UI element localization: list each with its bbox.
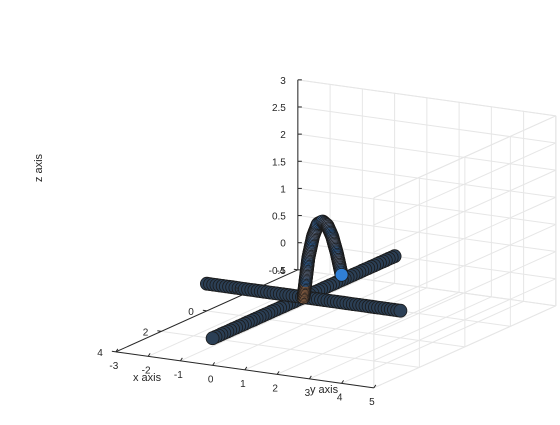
z-tick-label: 0.5 bbox=[272, 212, 286, 223]
y-tick-mark bbox=[244, 366, 248, 371]
y-tick-mark bbox=[341, 380, 345, 384]
x-tick-label: 4 bbox=[97, 348, 103, 359]
y-tick-mark bbox=[276, 371, 280, 375]
y-tick-mark bbox=[212, 362, 216, 366]
grid-line-wall-y-horizontal bbox=[373, 305, 557, 389]
y-tick-label: 3 bbox=[305, 388, 311, 399]
tube-segment bbox=[393, 303, 408, 318]
series-tube-arc bbox=[296, 214, 349, 305]
x-tick-mark bbox=[293, 268, 298, 271]
tube-segment bbox=[205, 331, 220, 346]
grid-line-wall-x-horizontal bbox=[297, 106, 556, 144]
grid-line-wall-x-horizontal bbox=[297, 79, 556, 117]
series-tube-1 bbox=[199, 276, 408, 318]
tick-labels: -4 -2 0 2 4 -3 -2 -1 0 1 2 3 4 5 -0.5 0 0.5 1 1.5 2 2.5 3 bbox=[97, 76, 375, 408]
y-tick-label: -2 bbox=[142, 365, 151, 376]
y-tick-label: 1 bbox=[240, 379, 246, 390]
z-tick-label: 0 bbox=[280, 239, 286, 250]
grid-line-wall-y-horizontal bbox=[373, 278, 557, 362]
y-tick-label: -1 bbox=[174, 370, 183, 381]
grid-line-wall-y-horizontal bbox=[373, 115, 557, 199]
grid-line-wall-x-horizontal bbox=[297, 133, 556, 171]
y-tick-label: 2 bbox=[272, 383, 278, 394]
y-tick-mark bbox=[115, 348, 119, 353]
grid-line-floor-y bbox=[276, 291, 460, 375]
series-group bbox=[199, 214, 408, 346]
grid-line-wall-y-horizontal bbox=[373, 196, 557, 280]
grid-line-floor-y bbox=[244, 287, 428, 371]
z-tick-label: -0.5 bbox=[269, 266, 287, 277]
grid-line-wall-x-horizontal bbox=[297, 160, 556, 198]
x-tick-label: -4 bbox=[276, 266, 285, 277]
z-axis-label: z axis bbox=[33, 153, 45, 182]
y-tick-label: 4 bbox=[337, 392, 343, 403]
x-tick-mark bbox=[157, 330, 162, 332]
grid-line-floor-y bbox=[180, 278, 363, 362]
z-tick-label: 2.5 bbox=[272, 103, 286, 114]
grid-line-floor-y bbox=[341, 300, 524, 384]
axis-lines bbox=[111, 79, 377, 389]
y-tick-label: 0 bbox=[208, 374, 214, 385]
x-tick-mark bbox=[111, 350, 116, 353]
y-tick-mark bbox=[147, 353, 151, 357]
z-tick-label: 3 bbox=[280, 76, 286, 87]
z-tick-label: 1 bbox=[280, 184, 286, 195]
x-tick-mark bbox=[202, 309, 207, 312]
x-tick-label: 2 bbox=[143, 327, 149, 338]
y-axis-label: y axis bbox=[310, 384, 339, 396]
x-axis-label: x axis bbox=[133, 372, 162, 384]
grid-line-floor-y bbox=[309, 296, 492, 380]
tube-segment bbox=[334, 267, 349, 282]
y-tick-mark bbox=[308, 375, 312, 380]
z-tick-label: 1.5 bbox=[272, 157, 286, 168]
x-tick-label: 0 bbox=[188, 307, 194, 318]
y-tick-label: -3 bbox=[109, 361, 118, 372]
grid-line-wall-x-horizontal bbox=[297, 215, 556, 253]
grid-line-wall-y-horizontal bbox=[373, 251, 557, 335]
y-tick-mark bbox=[373, 384, 377, 389]
grid-line-wall-y-horizontal bbox=[373, 142, 557, 226]
grid-line-wall-y-horizontal bbox=[373, 223, 557, 307]
grid-line-floor-y bbox=[212, 282, 395, 366]
z-tick-label: 2 bbox=[280, 130, 286, 141]
y-tick-mark bbox=[179, 357, 183, 362]
y-tick-label: 5 bbox=[369, 397, 375, 408]
grid-line-wall-x-horizontal bbox=[297, 187, 556, 225]
x-tick-label: -2 bbox=[230, 286, 239, 297]
grid-line-wall-y-horizontal bbox=[373, 169, 557, 253]
